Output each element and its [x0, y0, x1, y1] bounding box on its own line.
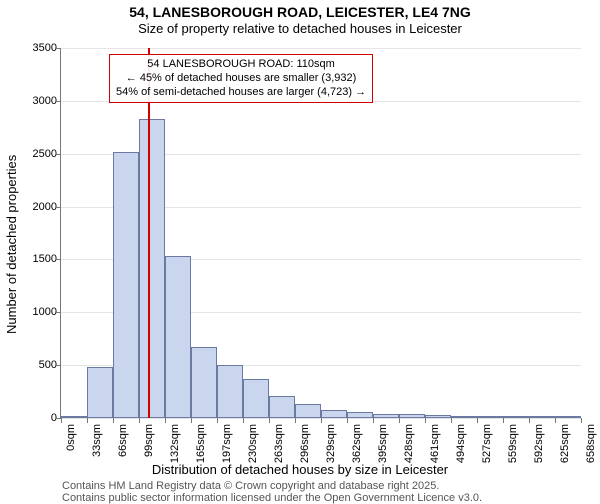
x-tick-mark	[503, 418, 504, 423]
x-tick-mark	[61, 418, 62, 423]
annotation-box: 54 LANESBOROUGH ROAD: 110sqm← 45% of det…	[109, 54, 373, 103]
x-tick-label: 362sqm	[351, 424, 363, 463]
x-tick-mark	[477, 418, 478, 423]
x-tick-label: 296sqm	[299, 424, 311, 463]
x-tick-mark	[347, 418, 348, 423]
histogram-bar	[425, 415, 451, 418]
y-tick-label: 500	[39, 359, 57, 371]
x-tick-label: 66sqm	[117, 424, 129, 457]
histogram-bar	[165, 256, 191, 418]
y-tick-mark	[56, 154, 61, 155]
x-tick-label: 527sqm	[481, 424, 493, 463]
histogram-bar	[503, 416, 529, 418]
histogram-bar	[399, 414, 425, 418]
plot-area: 05001000150020002500300035000sqm33sqm66s…	[60, 48, 580, 418]
x-tick-label: 592sqm	[533, 424, 545, 463]
x-tick-label: 132sqm	[169, 424, 181, 463]
x-tick-label: 625sqm	[559, 424, 571, 463]
x-tick-mark	[425, 418, 426, 423]
x-tick-label: 494sqm	[455, 424, 467, 463]
y-tick-mark	[56, 312, 61, 313]
y-tick-mark	[56, 48, 61, 49]
y-tick-mark	[56, 207, 61, 208]
x-tick-mark	[399, 418, 400, 423]
x-tick-mark	[581, 418, 582, 423]
y-tick-mark	[56, 259, 61, 260]
histogram-bar	[295, 404, 321, 418]
gridline	[61, 48, 581, 49]
reference-line	[148, 48, 150, 418]
x-tick-mark	[243, 418, 244, 423]
histogram-bar	[217, 365, 243, 418]
annotation-line: 54 LANESBOROUGH ROAD: 110sqm	[116, 58, 366, 72]
histogram-bar	[373, 414, 399, 418]
histogram-bar	[191, 347, 217, 418]
histogram-bar	[451, 416, 477, 418]
histogram-bar	[87, 367, 113, 418]
x-tick-mark	[87, 418, 88, 423]
y-tick-label: 1000	[33, 306, 57, 318]
y-tick-label: 3000	[33, 95, 57, 107]
histogram-bar	[269, 396, 295, 418]
x-tick-mark	[191, 418, 192, 423]
x-tick-label: 165sqm	[195, 424, 207, 463]
histogram-bar	[243, 379, 269, 418]
histogram-bar	[139, 119, 165, 418]
chart-title: 54, LANESBOROUGH ROAD, LEICESTER, LE4 7N…	[0, 4, 600, 20]
footer-line-1: Contains HM Land Registry data © Crown c…	[62, 480, 439, 492]
y-tick-mark	[56, 365, 61, 366]
y-axis-label: Number of detached properties	[4, 155, 19, 334]
histogram-bar	[555, 416, 581, 418]
histogram-bar	[347, 412, 373, 418]
x-tick-label: 329sqm	[325, 424, 337, 463]
chart-subtitle: Size of property relative to detached ho…	[0, 21, 600, 36]
annotation-line: 54% of semi-detached houses are larger (…	[116, 86, 366, 100]
x-tick-mark	[373, 418, 374, 423]
x-tick-label: 658sqm	[585, 424, 597, 463]
y-tick-label: 3500	[33, 42, 57, 54]
x-tick-mark	[165, 418, 166, 423]
x-tick-mark	[113, 418, 114, 423]
x-tick-label: 230sqm	[247, 424, 259, 463]
histogram-bar	[321, 410, 347, 418]
x-tick-mark	[217, 418, 218, 423]
x-tick-label: 197sqm	[221, 424, 233, 463]
x-tick-label: 461sqm	[429, 424, 441, 463]
x-tick-label: 99sqm	[143, 424, 155, 457]
y-tick-label: 1500	[33, 253, 57, 265]
histogram-bar	[61, 416, 87, 418]
x-tick-label: 0sqm	[65, 424, 77, 451]
y-tick-label: 2500	[33, 148, 57, 160]
x-tick-mark	[321, 418, 322, 423]
x-tick-label: 263sqm	[273, 424, 285, 463]
x-tick-mark	[529, 418, 530, 423]
x-tick-mark	[269, 418, 270, 423]
x-tick-label: 33sqm	[91, 424, 103, 457]
x-tick-mark	[139, 418, 140, 423]
x-tick-label: 428sqm	[403, 424, 415, 463]
x-tick-label: 559sqm	[507, 424, 519, 463]
x-axis-label: Distribution of detached houses by size …	[0, 462, 600, 477]
histogram-bar	[529, 416, 555, 418]
x-tick-mark	[451, 418, 452, 423]
histogram-bar	[477, 416, 503, 418]
x-tick-mark	[295, 418, 296, 423]
annotation-line: ← 45% of detached houses are smaller (3,…	[116, 72, 366, 86]
y-tick-label: 2000	[33, 201, 57, 213]
histogram-bar	[113, 152, 139, 418]
y-tick-mark	[56, 101, 61, 102]
footer-line-2: Contains public sector information licen…	[62, 492, 482, 504]
x-tick-label: 395sqm	[377, 424, 389, 463]
x-tick-mark	[555, 418, 556, 423]
